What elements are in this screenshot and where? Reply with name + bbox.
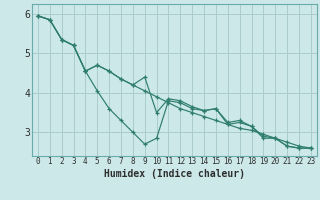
X-axis label: Humidex (Indice chaleur): Humidex (Indice chaleur) (104, 169, 245, 179)
